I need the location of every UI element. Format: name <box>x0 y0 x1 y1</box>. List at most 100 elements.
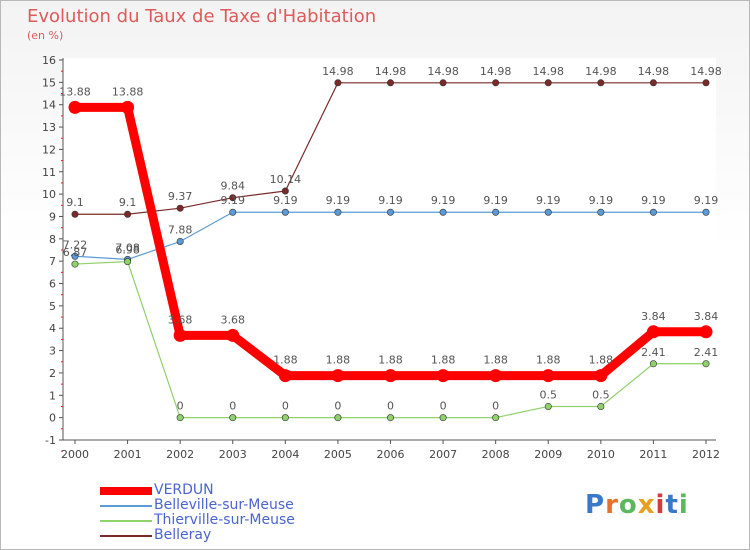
data-label-belleray: 14.98 <box>690 65 722 78</box>
data-label-verdun: 3.84 <box>694 310 719 323</box>
data-label-belleray: 14.98 <box>638 65 670 78</box>
point-belleray <box>649 79 657 87</box>
data-label-thierville-sur-meuse: 6.87 <box>63 246 88 259</box>
point-thierville-sur-meuse <box>544 402 552 410</box>
data-label-belleville-sur-meuse: 9.19 <box>326 194 351 207</box>
point-belleville-sur-meuse <box>439 208 447 216</box>
legend-swatch-belleray <box>100 535 152 537</box>
data-label-belleray: 9.84 <box>221 180 246 193</box>
data-label-verdun: 1.88 <box>589 354 614 367</box>
point-belleray <box>281 187 289 195</box>
data-label-thierville-sur-meuse: 0 <box>387 400 394 413</box>
y-tick-label: 15 <box>42 76 56 89</box>
logo-letter: t <box>665 490 679 520</box>
data-label-belleray: 10.14 <box>270 173 302 186</box>
data-label-belleville-sur-meuse: 9.19 <box>483 194 508 207</box>
point-verdun <box>384 369 397 383</box>
logo-letter: i <box>655 490 666 520</box>
y-tick-label: 6 <box>49 278 56 291</box>
logo-letter: P <box>585 490 606 520</box>
data-label-thierville-sur-meuse: 2.41 <box>694 346 719 359</box>
point-belleray <box>386 79 394 87</box>
legend-label-thierville-sur-meuse: Thierville-sur-Meuse <box>154 512 295 528</box>
point-verdun <box>173 328 187 342</box>
point-verdun <box>646 325 660 339</box>
point-thierville-sur-meuse <box>386 414 394 422</box>
y-tick-label: 10 <box>42 188 56 201</box>
data-label-thierville-sur-meuse: 0 <box>492 400 499 413</box>
data-label-belleville-sur-meuse: 9.19 <box>694 194 719 207</box>
data-label-thierville-sur-meuse: 6.98 <box>115 244 140 257</box>
y-tick-label: 16 <box>42 54 56 67</box>
data-label-belleray: 9.1 <box>66 196 84 209</box>
point-belleville-sur-meuse <box>386 208 394 216</box>
logo-letter: r <box>605 490 619 520</box>
point-belleray <box>492 79 500 87</box>
point-verdun <box>121 100 135 114</box>
point-belleray <box>439 79 447 87</box>
point-thierville-sur-meuse <box>492 414 500 422</box>
point-thierville-sur-meuse <box>71 260 79 268</box>
data-label-verdun: 1.88 <box>536 354 561 367</box>
point-belleray <box>334 79 342 87</box>
point-belleville-sur-meuse <box>492 208 500 216</box>
chart-subtitle: (en %) <box>27 29 64 42</box>
point-belleville-sur-meuse <box>334 208 342 216</box>
data-label-verdun: 1.88 <box>378 354 403 367</box>
y-tick-label: -1 <box>45 434 56 447</box>
legend-swatch-thierville-sur-meuse <box>100 520 152 522</box>
proxiti-logo: Proxiti <box>585 490 689 520</box>
data-label-belleray: 14.98 <box>533 65 565 78</box>
point-thierville-sur-meuse <box>229 414 237 422</box>
data-label-belleville-sur-meuse: 7.08 <box>115 241 140 254</box>
point-belleville-sur-meuse <box>176 238 184 246</box>
point-belleray <box>176 204 184 212</box>
point-belleville-sur-meuse <box>597 208 605 216</box>
data-label-verdun: 13.88 <box>59 85 91 98</box>
point-belleville-sur-meuse <box>281 208 289 216</box>
x-tick-label: 2009 <box>534 448 562 461</box>
data-label-belleray: 14.98 <box>322 65 354 78</box>
point-verdun <box>331 369 345 383</box>
point-thierville-sur-meuse <box>439 414 447 422</box>
data-label-thierville-sur-meuse: 0.5 <box>592 388 610 401</box>
data-label-thierville-sur-meuse: 0 <box>229 400 236 413</box>
point-belleray <box>229 194 237 202</box>
y-tick-label: 4 <box>49 322 56 335</box>
data-label-thierville-sur-meuse: 0 <box>440 400 447 413</box>
point-belleville-sur-meuse <box>649 208 657 216</box>
legend-label-belleray: Belleray <box>154 527 212 543</box>
data-label-thierville-sur-meuse: 0 <box>334 400 341 413</box>
data-label-belleville-sur-meuse: 7.88 <box>168 224 193 237</box>
point-thierville-sur-meuse <box>702 360 710 368</box>
data-label-belleray: 14.98 <box>375 65 407 78</box>
point-belleville-sur-meuse <box>229 208 237 216</box>
data-label-belleray: 14.98 <box>480 65 512 78</box>
data-label-thierville-sur-meuse: 0 <box>282 400 289 413</box>
data-label-belleray: 14.98 <box>427 65 459 78</box>
data-label-belleville-sur-meuse: 9.19 <box>273 194 298 207</box>
logo-letter: i <box>678 490 689 520</box>
data-label-verdun: 3.68 <box>168 313 193 326</box>
point-belleville-sur-meuse <box>702 208 710 216</box>
point-belleray <box>544 79 552 87</box>
point-belleray <box>597 79 605 87</box>
legend-swatch-verdun <box>100 487 152 495</box>
data-label-verdun: 1.88 <box>431 354 456 367</box>
y-tick-label: 2 <box>49 367 56 380</box>
point-thierville-sur-meuse <box>334 414 342 422</box>
point-belleray <box>124 210 132 218</box>
y-tick-label: 14 <box>42 99 56 112</box>
y-tick-label: 8 <box>49 233 56 246</box>
x-tick-label: 2005 <box>324 448 352 461</box>
point-verdun <box>489 369 503 383</box>
data-label-thierville-sur-meuse: 2.41 <box>641 346 666 359</box>
data-label-verdun: 1.88 <box>273 354 298 367</box>
x-tick-label: 2008 <box>482 448 510 461</box>
x-tick-label: 2007 <box>429 448 457 461</box>
point-verdun <box>436 369 450 383</box>
data-label-belleray: 9.37 <box>168 190 193 203</box>
logo-letter: o <box>618 490 638 520</box>
data-label-belleray: 14.98 <box>585 65 617 78</box>
